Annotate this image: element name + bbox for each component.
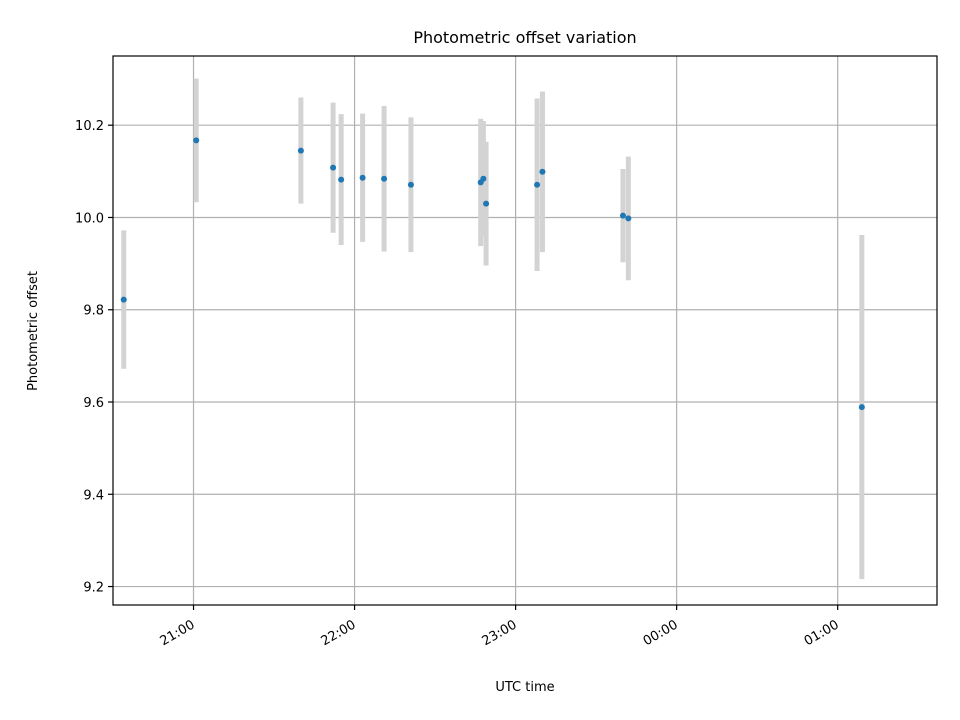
data-point bbox=[625, 215, 632, 222]
y-tick-label: 9.4 bbox=[83, 488, 104, 503]
y-axis-label: Photometric offset bbox=[26, 271, 41, 391]
x-tick-label: 01:00 bbox=[802, 617, 842, 649]
x-tick-label: 00:00 bbox=[641, 617, 681, 649]
x-tick-label: 23:00 bbox=[480, 617, 520, 649]
y-axis-ticks: 9.2 9.4 9.6 9.8 10.0 10.2 bbox=[75, 119, 113, 596]
error-bars bbox=[121, 78, 865, 580]
y-tick-label: 9.8 bbox=[83, 304, 104, 319]
data-point bbox=[407, 181, 414, 188]
data-point bbox=[297, 147, 304, 154]
y-tick-label: 9.2 bbox=[83, 581, 104, 596]
data-point bbox=[619, 212, 626, 219]
data-point bbox=[338, 176, 345, 183]
chart-title: Photometric offset variation bbox=[413, 28, 636, 47]
data-point bbox=[330, 164, 337, 171]
y-tick-label: 10.2 bbox=[75, 119, 104, 134]
y-tick-label: 10.0 bbox=[75, 211, 104, 226]
data-point bbox=[120, 296, 127, 303]
x-axis-label: UTC time bbox=[495, 680, 554, 695]
grid bbox=[113, 56, 937, 605]
x-axis-ticks: 21:00 22:00 23:00 00:00 01:00 bbox=[158, 605, 842, 649]
data-point bbox=[359, 174, 366, 181]
data-point bbox=[534, 181, 541, 188]
x-tick-label: 21:00 bbox=[158, 617, 198, 649]
data-point bbox=[483, 200, 490, 207]
plot-area-frame bbox=[112, 55, 938, 606]
x-tick-label: 22:00 bbox=[319, 617, 359, 649]
y-tick-label: 9.6 bbox=[83, 396, 104, 411]
data-point bbox=[858, 404, 865, 411]
data-point bbox=[539, 168, 546, 175]
data-point bbox=[381, 175, 388, 182]
data-point bbox=[480, 175, 487, 182]
data-points bbox=[120, 137, 865, 411]
data-point bbox=[193, 137, 200, 144]
